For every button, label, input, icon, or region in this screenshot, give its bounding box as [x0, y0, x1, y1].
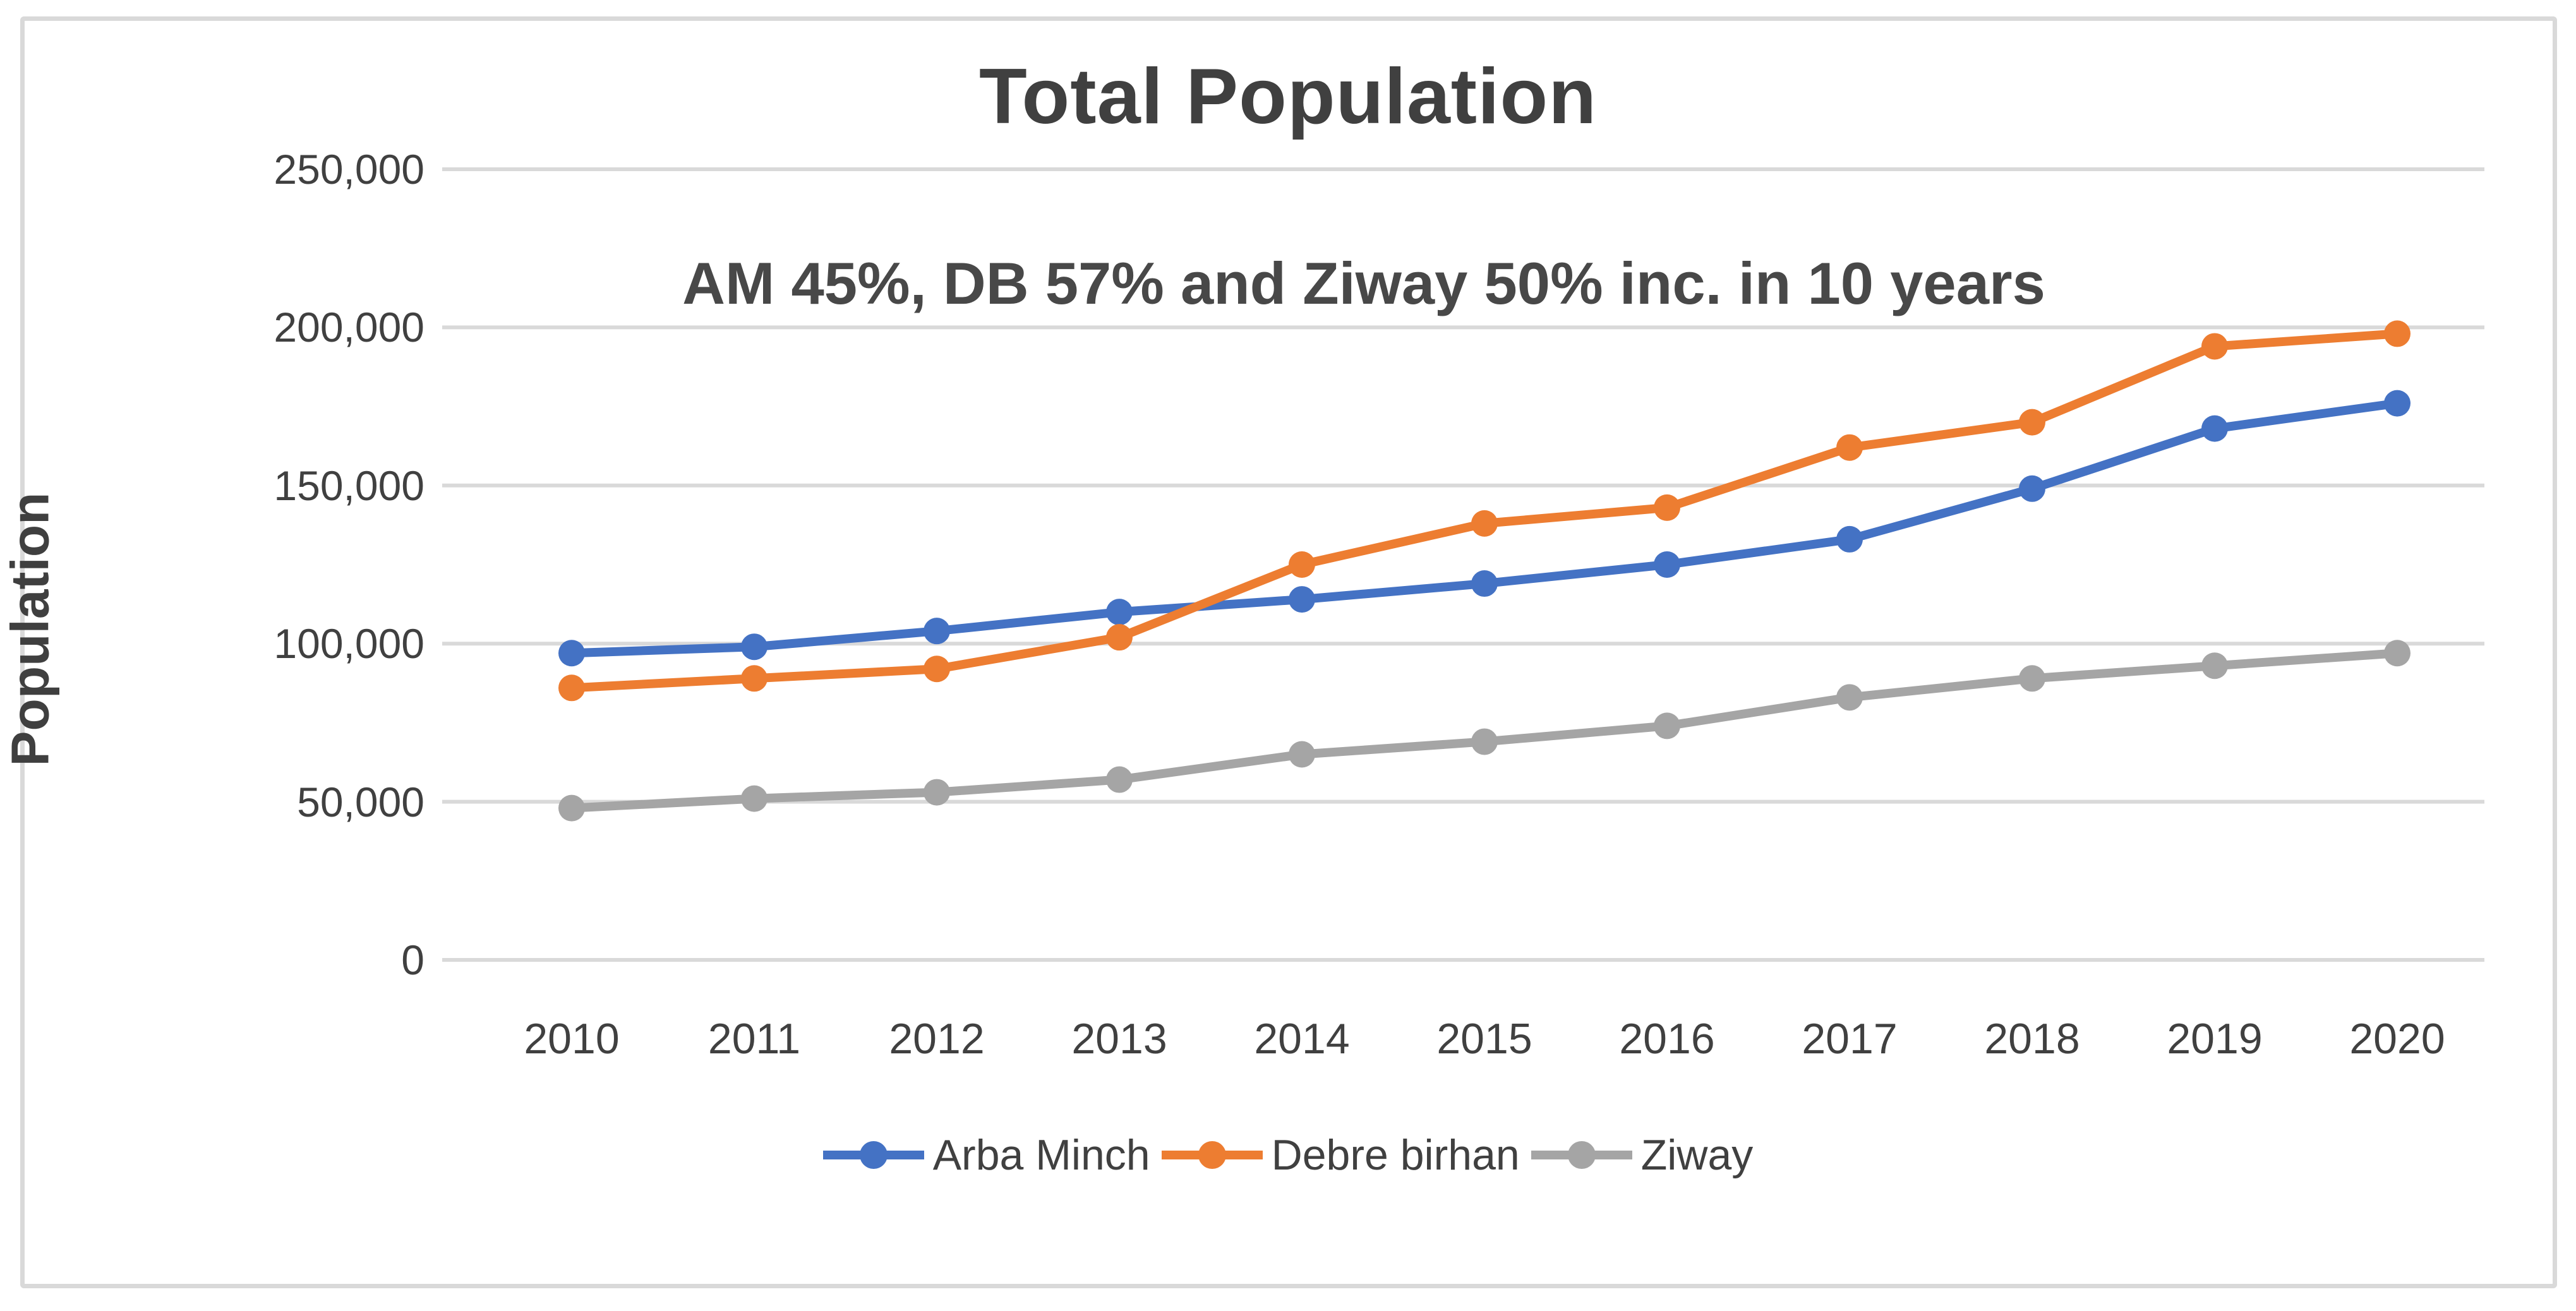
x-tick-label: 2018: [1984, 1015, 2080, 1063]
legend-label: Debre birhan: [1271, 1131, 1520, 1179]
chart-subtitle: AM 45%, DB 57% and Ziway 50% inc. in 10 …: [682, 250, 2045, 316]
data-point-marker: [1106, 766, 1133, 793]
chart-frame: [20, 16, 2557, 1288]
data-point-marker: [2201, 415, 2228, 442]
legend-label: Arba Minch: [932, 1131, 1150, 1179]
data-point-marker: [1654, 712, 1680, 739]
data-point-marker: [1836, 525, 1863, 553]
y-tick-label: 0: [401, 937, 424, 983]
chart-legend: Arba Minch Debre birhan Ziway: [0, 1130, 2576, 1180]
data-point-marker: [558, 794, 585, 822]
data-point-marker: [2384, 320, 2410, 347]
x-tick-label: 2020: [2349, 1015, 2445, 1063]
x-tick-label: 2012: [889, 1015, 985, 1063]
data-point-marker: [924, 618, 950, 645]
data-point-marker: [558, 640, 585, 667]
data-point-marker: [2201, 333, 2228, 360]
y-tick-label: 50,000: [297, 778, 424, 825]
data-point-marker: [1289, 741, 1315, 768]
y-tick-label: 250,000: [274, 146, 424, 193]
data-point-marker: [1289, 551, 1315, 578]
data-point-marker: [2019, 475, 2045, 502]
legend-marker-icon: [1531, 1141, 1632, 1169]
legend-marker-icon: [822, 1141, 924, 1169]
data-point-marker: [2019, 665, 2045, 692]
data-point-marker: [1836, 434, 1863, 461]
x-tick-label: 2010: [524, 1015, 620, 1063]
legend-item-debre-birhan: Debre birhan: [1161, 1130, 1520, 1180]
y-tick-label: 200,000: [274, 304, 424, 351]
data-point-marker: [741, 633, 767, 661]
x-tick-label: 2015: [1436, 1015, 1532, 1063]
data-point-marker: [2384, 390, 2410, 417]
x-tick-label: 2013: [1071, 1015, 1167, 1063]
x-tick-label: 2014: [1254, 1015, 1350, 1063]
data-point-marker: [1836, 684, 1863, 711]
legend-marker-icon: [1161, 1141, 1263, 1169]
chart-title: Total Population: [978, 53, 1598, 140]
legend-item-arba-minch: Arba Minch: [822, 1130, 1150, 1180]
data-point-marker: [558, 674, 585, 702]
x-tick-label: 2011: [707, 1015, 801, 1063]
data-point-marker: [741, 785, 767, 812]
y-tick-label: 150,000: [274, 462, 424, 509]
x-tick-label: 2019: [2167, 1015, 2263, 1063]
y-axis-title: Population: [0, 492, 60, 767]
legend-item-ziway: Ziway: [1531, 1130, 1754, 1180]
data-point-marker: [1471, 728, 1498, 755]
data-point-marker: [1471, 510, 1498, 537]
x-tick-label: 2017: [1802, 1015, 1898, 1063]
data-point-marker: [2384, 640, 2410, 667]
data-point-marker: [924, 656, 950, 683]
data-point-marker: [1289, 586, 1315, 613]
data-point-marker: [1654, 551, 1680, 578]
data-point-marker: [2019, 409, 2045, 436]
data-point-marker: [2201, 652, 2228, 679]
data-point-marker: [741, 665, 767, 692]
data-point-marker: [924, 779, 950, 806]
data-point-marker: [1654, 494, 1680, 521]
data-point-marker: [1106, 624, 1133, 651]
x-tick-label: 2016: [1619, 1015, 1715, 1063]
legend-label: Ziway: [1640, 1131, 1754, 1179]
data-point-marker: [1471, 570, 1498, 597]
data-point-marker: [1106, 599, 1133, 626]
y-tick-label: 100,000: [274, 620, 424, 667]
